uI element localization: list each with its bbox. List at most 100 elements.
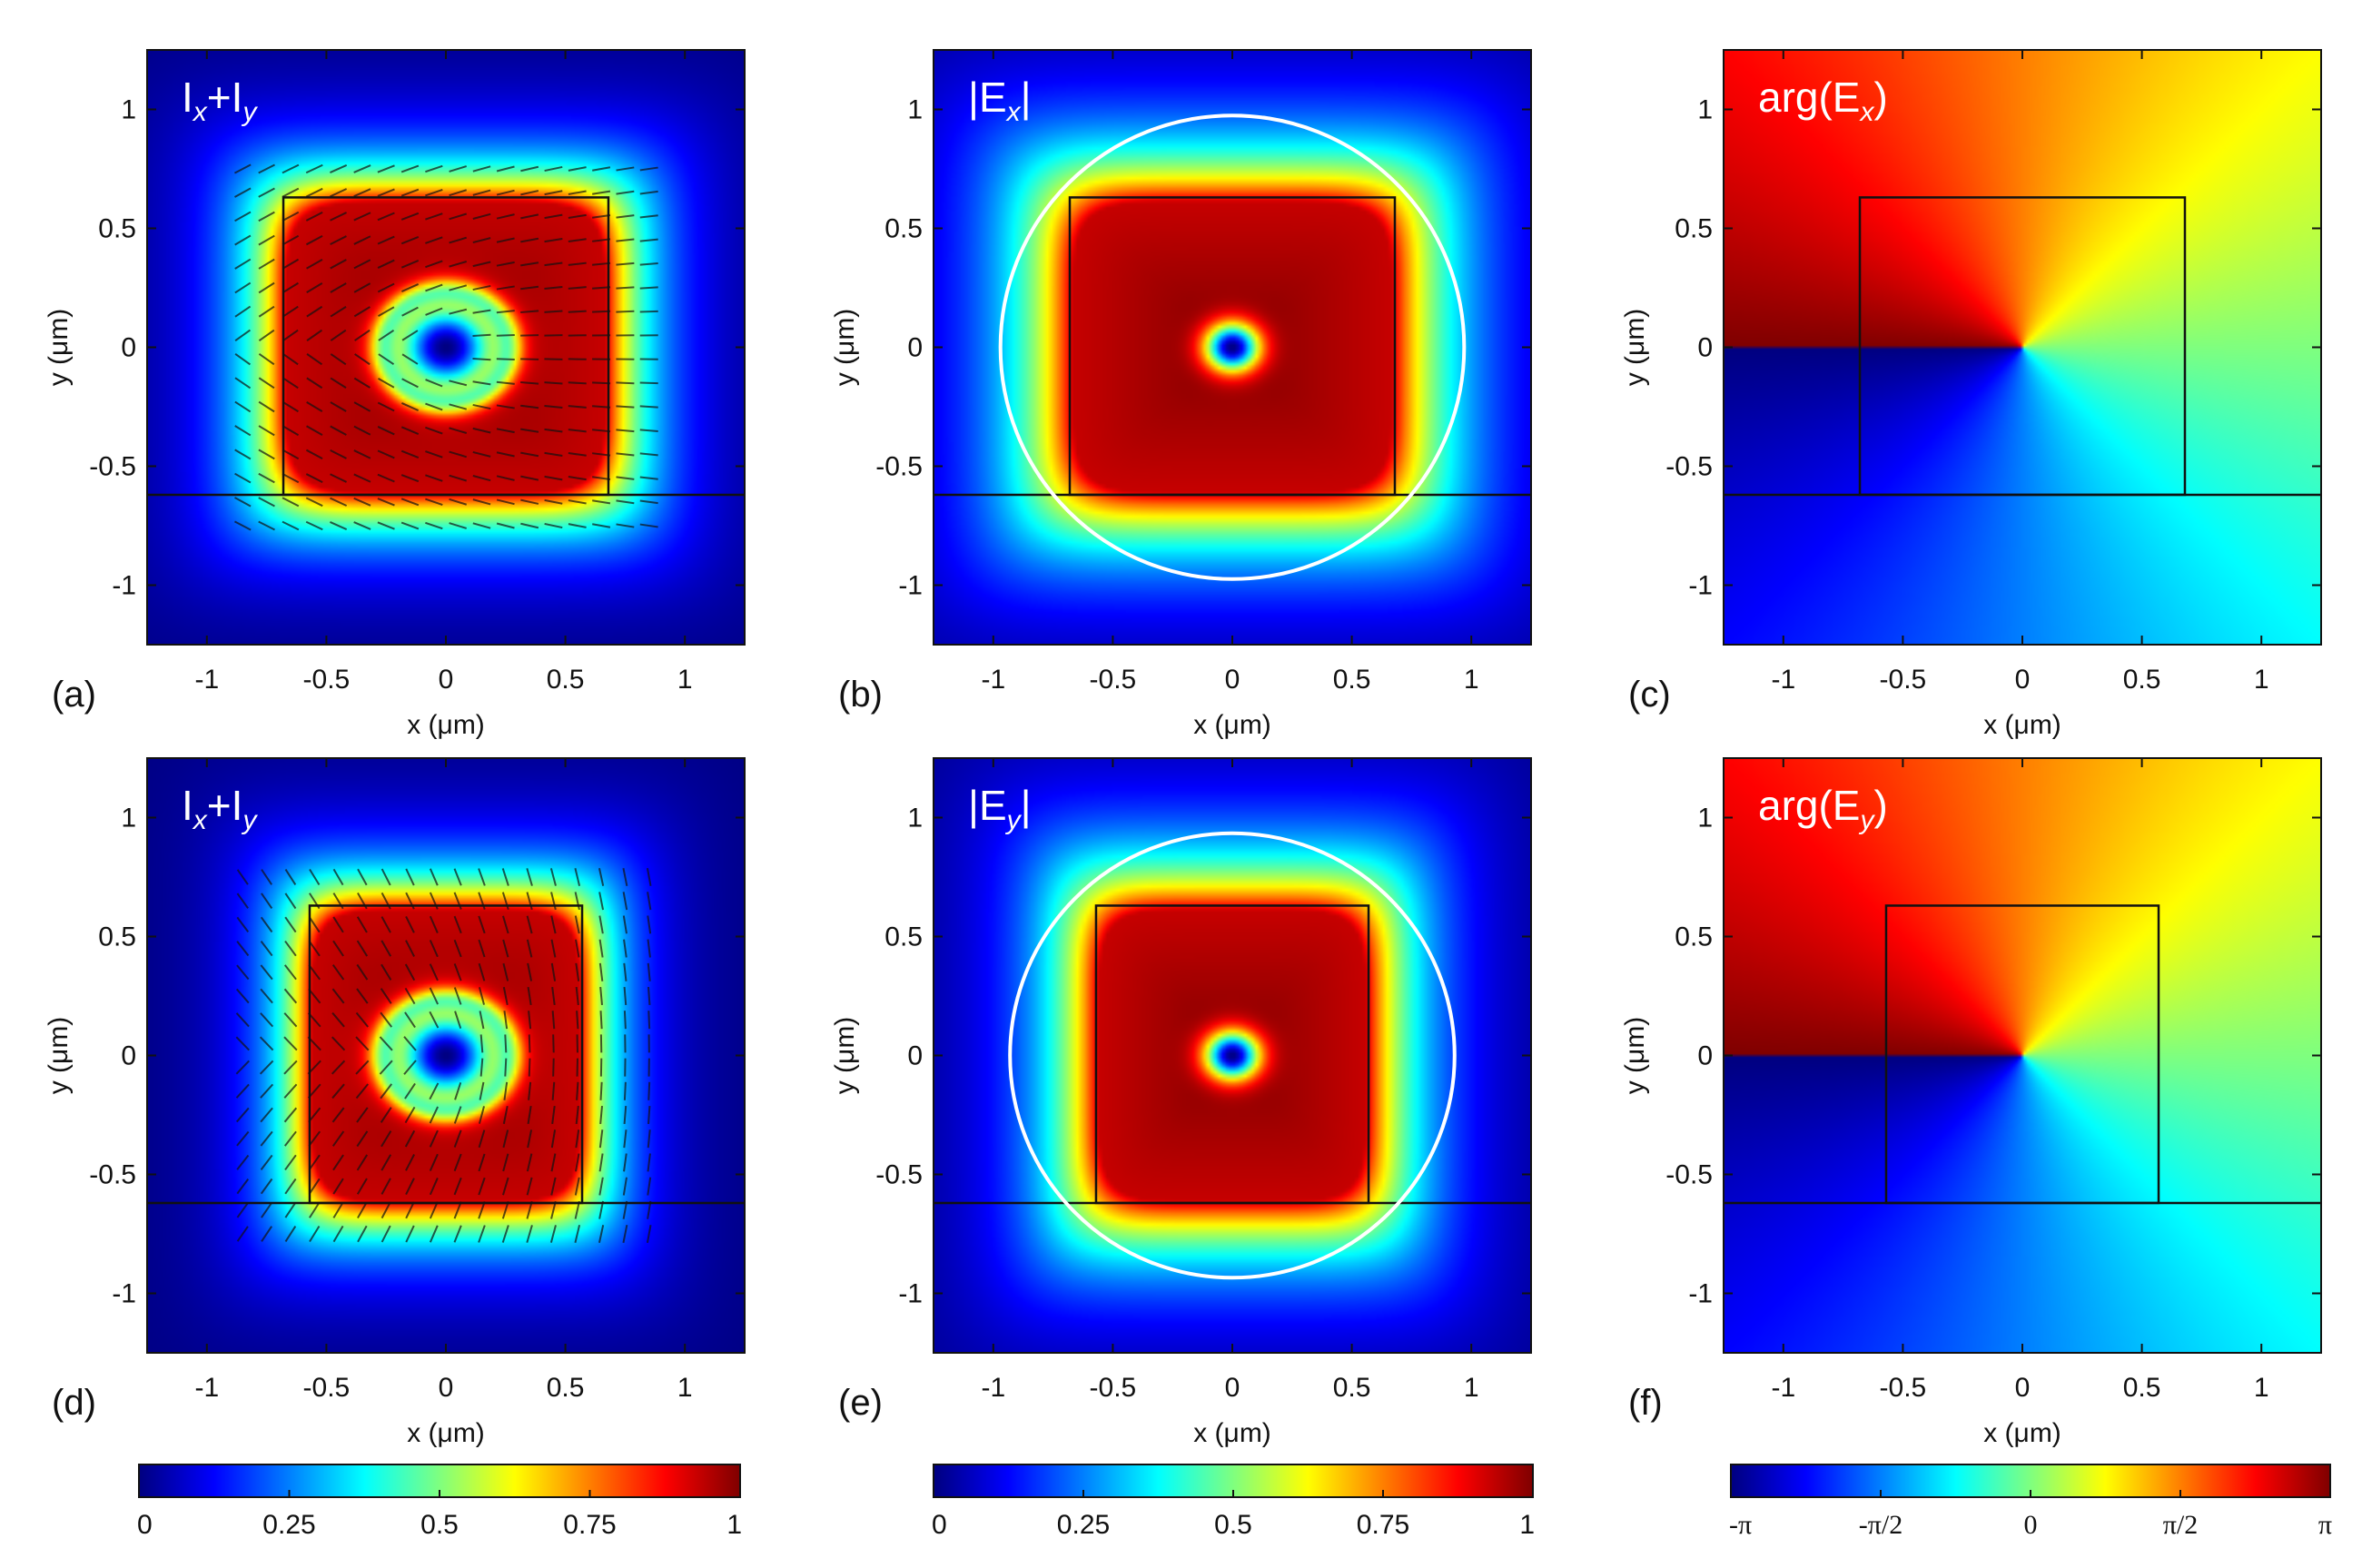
arrow — [623, 1105, 628, 1125]
arrow — [236, 1202, 249, 1218]
arrow — [544, 381, 563, 385]
arrow — [306, 305, 323, 318]
y-axis-label: y (μm) — [830, 1017, 860, 1095]
arrow — [429, 915, 439, 933]
arrow — [576, 1081, 579, 1100]
arrow — [449, 498, 468, 506]
arrow — [616, 190, 635, 195]
y-tick-label: 0.5 — [885, 922, 923, 952]
arrow — [472, 309, 491, 314]
arrow — [282, 234, 300, 246]
arrow — [284, 916, 297, 933]
in-plot-label: Ix​+Iy​ — [182, 74, 258, 127]
arrow — [598, 1200, 605, 1219]
arrow — [496, 310, 515, 314]
arrow — [425, 307, 443, 316]
arrow — [332, 1154, 344, 1171]
arrow — [425, 212, 443, 221]
arrow — [502, 986, 509, 1006]
arrow — [453, 1225, 462, 1243]
arrow — [574, 892, 580, 911]
arrow — [380, 988, 392, 1004]
arrow — [478, 1153, 486, 1172]
arrow — [355, 1011, 369, 1028]
arrow — [400, 521, 420, 530]
arrow — [449, 522, 468, 529]
arrow — [592, 214, 611, 219]
x-tick-label: 1 — [677, 1373, 693, 1403]
arrow — [527, 962, 533, 981]
arrow — [622, 1200, 628, 1219]
arrow — [235, 1083, 250, 1099]
arrow — [550, 962, 557, 981]
arrow — [283, 1060, 298, 1075]
arrow — [332, 940, 344, 957]
arrow — [353, 521, 371, 530]
arrow — [400, 212, 420, 221]
arrow — [404, 1082, 416, 1100]
arrow — [405, 1225, 415, 1243]
panel-letter: (b) — [838, 675, 883, 715]
x-tick-label: 0.5 — [547, 1373, 585, 1403]
arrow — [379, 1060, 393, 1075]
arrow — [377, 449, 395, 459]
colorbar-tick-label: 0 — [2024, 1510, 2038, 1540]
x-tick-label: 0.5 — [1333, 665, 1371, 695]
arrow — [616, 452, 635, 457]
colorbar-tick-label: 0.25 — [262, 1510, 315, 1540]
arrow — [308, 964, 321, 981]
arrow — [260, 988, 273, 1004]
arrow — [404, 1129, 416, 1148]
arrow — [233, 163, 252, 174]
arrow — [639, 166, 658, 172]
arrow — [259, 1036, 274, 1051]
arrow — [616, 238, 635, 242]
y-axis-label: y (μm) — [830, 309, 860, 387]
arrow — [236, 941, 250, 957]
arrow — [260, 1083, 274, 1099]
arrow — [353, 449, 371, 459]
arrow — [598, 1153, 604, 1172]
arrow — [453, 963, 462, 981]
x-tick-label: 0.5 — [547, 665, 585, 695]
arrow — [305, 520, 323, 531]
arrow — [496, 189, 515, 196]
x-tick-label: -0.5 — [1880, 1373, 1927, 1403]
arrow — [355, 1083, 369, 1100]
arrow — [380, 1083, 393, 1100]
x-axis-label: x (μm) — [1193, 1418, 1271, 1448]
arrow — [574, 868, 581, 886]
arrow — [259, 1060, 274, 1075]
arrow — [429, 1201, 439, 1219]
arrow — [592, 238, 611, 242]
arrow — [356, 940, 369, 957]
arrow — [405, 1178, 415, 1196]
arrow — [575, 939, 580, 958]
y-tick-label: -1 — [112, 1279, 136, 1309]
arrow — [331, 1130, 345, 1147]
arrow — [258, 377, 275, 390]
arrow — [616, 381, 635, 385]
arrow — [380, 1225, 391, 1243]
arrow — [472, 165, 491, 173]
arrow — [568, 476, 587, 481]
arrow — [353, 377, 371, 389]
arrow — [425, 450, 443, 459]
arrow — [330, 377, 347, 389]
arrow — [377, 235, 395, 245]
arrow — [305, 163, 323, 174]
arrow — [496, 498, 515, 506]
colorbar-intensity: 0 0.25 0.5 0.75 1 — [137, 1464, 742, 1540]
arrow — [305, 449, 323, 459]
arrow — [520, 237, 539, 243]
arrow — [526, 1153, 533, 1172]
arrow — [501, 868, 509, 886]
arrow — [425, 164, 443, 173]
arrow — [236, 869, 249, 885]
arrow — [305, 235, 323, 246]
arrow — [503, 1081, 509, 1100]
arrow — [355, 1036, 370, 1051]
arrow — [568, 261, 587, 266]
arrow — [400, 498, 420, 507]
arrow — [520, 334, 539, 337]
